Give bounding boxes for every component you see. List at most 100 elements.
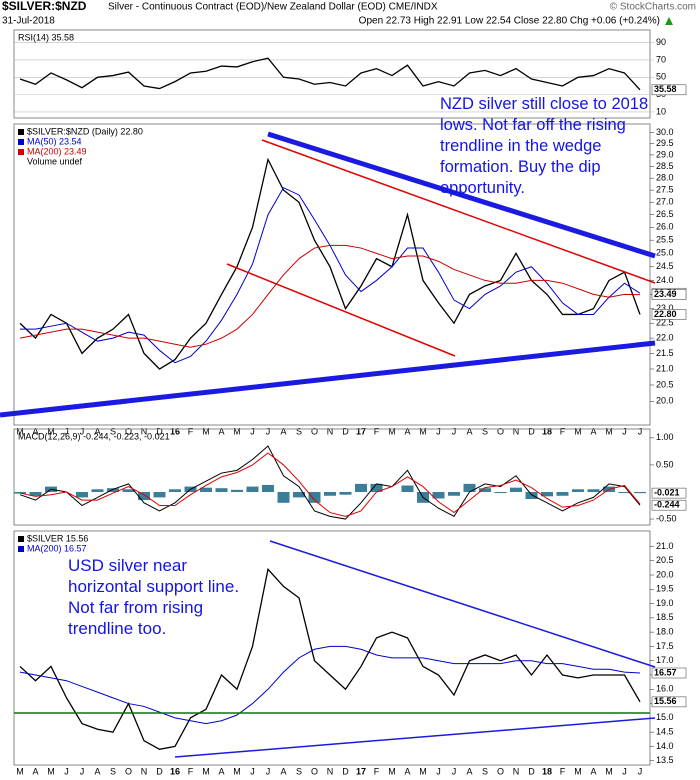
y-tick-label: 29.0 [656,149,674,159]
x-tick-label: D [528,426,535,436]
y-tick-label: 10 [656,106,666,116]
x-tick-label: 18 [542,766,552,776]
x-tick-label: N [513,766,520,776]
panel-frame [13,29,651,119]
x-tick-label: O [125,426,132,436]
legend-swatch [18,546,24,552]
x-tick-label: M [388,426,396,436]
histogram-bar [169,489,181,492]
x-tick-label: S [110,766,116,776]
legend-swatch [18,149,24,155]
legend-entry: $SILVER 15.56 [27,533,88,543]
histogram-bar [432,491,445,499]
x-tick-label: A [466,766,472,776]
source: © StockCharts.com [610,2,696,13]
quote: Open 22.73 High 22.91 Low 22.54 Close 22… [359,16,660,27]
y-tick-label: 18.5 [656,612,674,622]
x-tick-label: A [280,766,286,776]
trendline [267,131,656,259]
panel-title: RSI(14) 35.58 [18,32,74,42]
histogram-bar [634,491,646,494]
y-tick-label: 19.0 [656,598,674,608]
x-tick-label: O [311,766,318,776]
y-tick-label: 29.5 [656,138,674,148]
price-box [651,499,687,511]
x-tick-label: A [218,766,224,776]
x-tick-label: A [218,426,224,436]
y-tick-label: 14.0 [656,741,674,751]
y-tick-label: 28.0 [656,173,674,183]
x-tick-label: M [388,766,396,776]
x-tick-label: J [638,766,643,776]
y-tick-label: 18.0 [656,627,674,637]
x-tick-label: 17 [356,426,366,436]
x-tick-label: S [296,766,302,776]
x-tick-label: M [16,766,24,776]
y-tick-label: 27.5 [656,185,674,195]
x-tick-label: N [141,426,148,436]
symbol: $SILVER:$NZD [2,0,87,13]
y-tick-label: 26.0 [656,222,674,232]
x-tick-label: S [482,766,488,776]
histogram-bar [14,491,26,494]
histogram-bar [587,489,600,492]
annotation: NZD silver still close to 2018 lows. Not… [440,95,649,197]
panel-title: MACD(12,26,9) -0.244, -0.223, -0.021 [18,431,170,441]
y-tick-label: 26.5 [656,209,674,219]
series-line [19,645,641,725]
histogram-bar [76,491,88,498]
y-tick-label: 28.5 [656,161,674,171]
trendline [269,540,656,668]
price-label: -0.021 [654,487,680,497]
x-tick-label: J [80,426,85,436]
histogram-bar [122,489,135,492]
histogram-bar [556,491,569,496]
histogram-bar [448,491,460,496]
x-tick-label: F [560,426,566,436]
panels: 1030507090RSI(14) 35.5835.5820.020.521.0… [13,29,687,776]
y-tick-label: 20.5 [656,379,674,389]
x-tick-label: M [419,766,427,776]
x-tick-label: A [32,426,38,436]
legend-entry: MA(200) 16.57 [27,543,87,553]
series-line [19,244,641,348]
x-tick-label: O [497,766,504,776]
histogram-bar [479,488,491,492]
histogram-bar [231,489,243,492]
x-tick-label: F [374,426,380,436]
x-tick-label: N [513,426,520,436]
histogram-bar [107,488,119,492]
y-tick-label: 21.5 [656,348,674,358]
y-tick-label: 70 [656,54,666,64]
y-tick-label: 16.0 [656,684,674,694]
date: 31-Jul-2018 [2,16,55,27]
x-tick-label: D [528,766,535,776]
price-box [651,289,687,300]
y-tick-label: 0.50 [656,459,674,469]
x-tick-label: J [64,766,69,776]
x-tick-label: N [327,766,334,776]
legend-entry: $SILVER:$NZD (Daily) 22.80 [27,126,143,136]
price-label: 16.57 [654,667,677,677]
x-tick-label: M [605,766,613,776]
histogram-bar [262,484,274,492]
histogram-bar [525,491,538,500]
x-tick-label: M [16,426,24,436]
histogram-bar [153,491,166,498]
x-tick-label: J [452,766,457,776]
histogram-bar [339,491,352,495]
y-tick-label: 20.0 [656,569,674,579]
histogram-bar [541,491,553,497]
legend-note: Volume undef [27,156,83,166]
y-tick-label: 25.0 [656,248,674,258]
histogram-bar [29,491,42,496]
x-tick-label: A [280,426,286,436]
x-tick-label: S [482,426,488,436]
histogram-bar [355,483,367,492]
y-tick-label: 21.0 [656,363,674,373]
x-tick-label: D [156,766,163,776]
y-tick-label: 24.5 [656,261,674,271]
legend-swatch [18,139,24,145]
histogram-bar [510,487,522,492]
